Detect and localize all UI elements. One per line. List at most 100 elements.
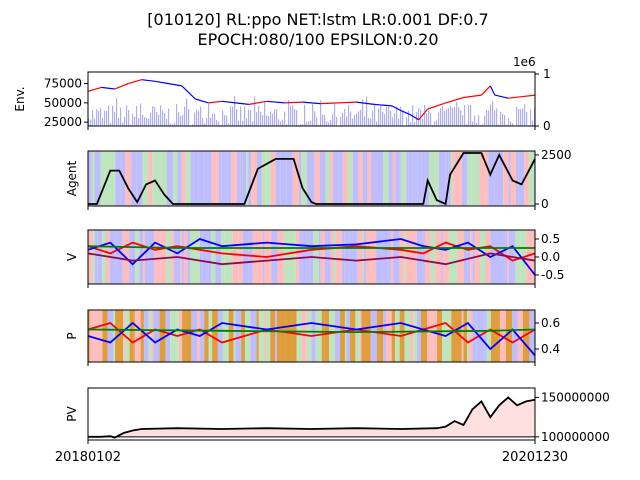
- volume-bar: [516, 106, 518, 126]
- volume-bar: [344, 108, 346, 126]
- background-band: [143, 310, 149, 362]
- background-band: [92, 230, 95, 284]
- background-band: [510, 151, 516, 206]
- background-band: [371, 151, 377, 206]
- volume-bar: [148, 118, 150, 126]
- volume-bar: [386, 106, 388, 126]
- background-band: [285, 310, 292, 362]
- volume-bar: [508, 118, 510, 126]
- volume-bar: [282, 119, 284, 126]
- volume-bar: [316, 117, 318, 126]
- background-band: [526, 230, 533, 284]
- volume-bar: [532, 120, 534, 126]
- price-segment: [114, 83, 129, 90]
- volume-bar: [104, 110, 106, 126]
- background-band: [342, 151, 348, 206]
- background-band: [198, 151, 205, 206]
- background-band: [427, 310, 433, 362]
- background-band: [490, 230, 497, 284]
- volume-bar: [510, 121, 512, 126]
- background-band: [438, 151, 446, 206]
- background-band: [330, 151, 334, 206]
- volume-bar: [150, 112, 152, 126]
- volume-bar: [164, 113, 166, 126]
- background-band: [135, 230, 140, 284]
- background-band: [152, 151, 157, 206]
- volume-bar: [312, 104, 314, 126]
- volume-bar: [482, 123, 484, 126]
- background-band: [296, 310, 302, 362]
- volume-bar: [320, 100, 322, 126]
- value-line-purple: [87, 252, 536, 266]
- price-segment: [480, 85, 491, 96]
- agent-line: [88, 152, 536, 206]
- background-band: [420, 310, 428, 362]
- background-band: [508, 151, 511, 206]
- y-tick-label: 100000000: [541, 430, 610, 444]
- background-band: [207, 151, 212, 206]
- pv-frame: [87, 387, 536, 441]
- background-band: [199, 230, 203, 284]
- background-band: [97, 310, 103, 362]
- volume-bar: [214, 113, 216, 126]
- background-band: [301, 310, 307, 362]
- volume-bar: [388, 106, 390, 126]
- background-band: [467, 310, 470, 362]
- background-band: [364, 310, 367, 362]
- volume-bar: [126, 105, 128, 126]
- background-band: [242, 151, 247, 206]
- volume-bar: [486, 109, 488, 126]
- panels: 750005000025000Env.101e625000Agent0.50.0…: [13, 55, 610, 444]
- volume-bar: [396, 106, 398, 126]
- volume-bar: [488, 110, 490, 126]
- volume-bar: [352, 118, 354, 126]
- background-band: [288, 230, 295, 284]
- background-band: [276, 310, 281, 362]
- figure-title-line1: [010120] RL:ppo NET:lstm LR:0.001 DF:0.7: [147, 10, 488, 29]
- background-band: [217, 310, 220, 362]
- background-band: [280, 310, 286, 362]
- volume-bar: [272, 113, 274, 126]
- volume-bar: [428, 110, 430, 126]
- volume-bar: [414, 122, 416, 126]
- background-band: [185, 151, 191, 206]
- volume-bar: [132, 113, 134, 126]
- background-band: [388, 230, 391, 284]
- background-band: [470, 230, 473, 284]
- y-tick-label: 150000000: [541, 390, 610, 404]
- background-band: [181, 151, 186, 206]
- volume-bar: [196, 109, 198, 126]
- volume-bar: [120, 107, 122, 126]
- volume-bar: [308, 121, 310, 126]
- volume-bar: [268, 116, 270, 126]
- background-band: [467, 151, 472, 206]
- background-band: [473, 151, 480, 206]
- volume-bar: [524, 104, 526, 126]
- price-segment: [235, 102, 249, 105]
- background-band: [442, 230, 449, 284]
- background-band: [325, 151, 331, 206]
- volume-bar: [208, 103, 210, 126]
- background-band: [193, 151, 199, 206]
- background-band: [286, 151, 293, 206]
- background-band: [346, 310, 350, 362]
- volume-bar: [372, 110, 374, 126]
- volume-bar: [364, 116, 366, 126]
- volume-bar: [348, 104, 350, 126]
- background-band: [147, 151, 150, 206]
- y-axis-label: PV: [65, 405, 79, 421]
- volume-bar: [146, 117, 148, 126]
- price-segment: [181, 85, 196, 100]
- background-band: [266, 151, 271, 206]
- background-band: [131, 151, 137, 206]
- volume-bar: [450, 105, 452, 126]
- background-band: [496, 310, 499, 362]
- volume-bar: [210, 117, 212, 126]
- volume-bar: [224, 115, 226, 126]
- volume-bar: [504, 115, 506, 126]
- volume-bar: [184, 106, 186, 126]
- background-band: [258, 310, 265, 362]
- background-band: [204, 310, 209, 362]
- price-segment: [141, 79, 156, 82]
